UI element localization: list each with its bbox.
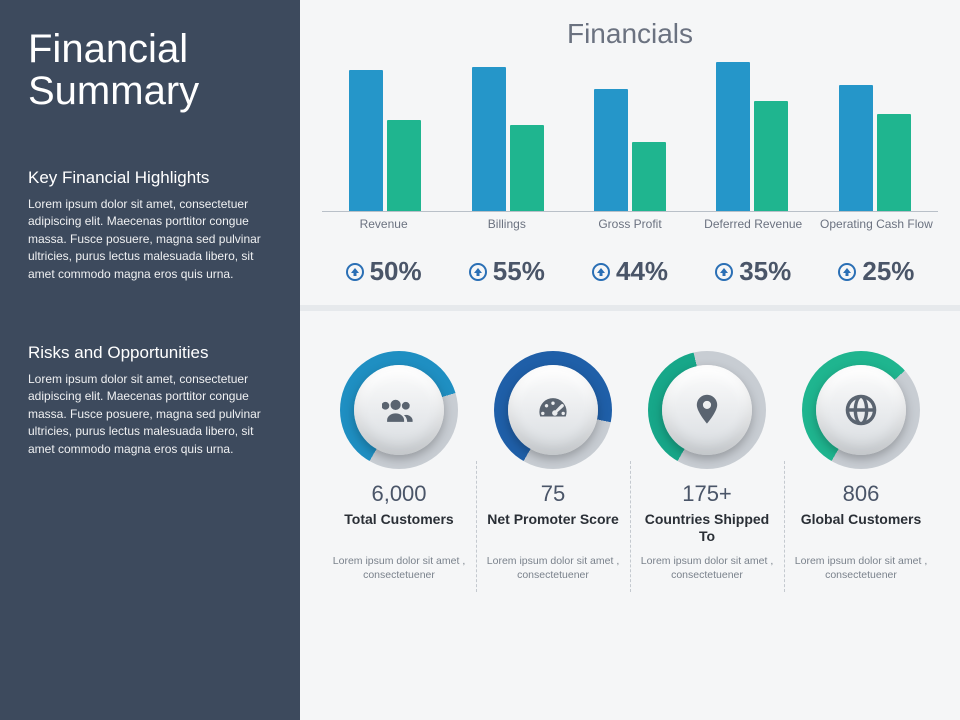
sidebar-heading: Key Financial Highlights: [28, 168, 276, 188]
gauge-inner: [816, 365, 906, 455]
gauge-cell: 806 Global Customers Lorem ipsum dolor sit…: [784, 351, 938, 582]
arrow-up-icon: [715, 263, 733, 281]
arrow-up-icon: [346, 263, 364, 281]
section-divider: [300, 305, 960, 311]
chart-value-cell: 50%: [322, 256, 445, 287]
chart-pct-label: 25%: [862, 256, 914, 287]
gauge-desc: Lorem ipsum dolor sit amet , consectetue…: [332, 555, 466, 582]
gauge-value: 75: [486, 481, 620, 507]
gauge-icon: [536, 393, 570, 427]
pin-icon: [690, 393, 724, 427]
chart-category-label: Gross Profit: [568, 218, 691, 246]
gauge-title: Total Customers: [332, 511, 466, 545]
gauge: [494, 351, 612, 469]
bar-series-a: [349, 70, 383, 211]
chart-category-label: Deferred Revenue: [692, 218, 815, 246]
chart-category-label: Billings: [445, 218, 568, 246]
chart-plot-area: [322, 54, 938, 212]
chart-value-cell: 35%: [692, 256, 815, 287]
bar-series-a: [472, 67, 506, 211]
bar-series-a: [839, 85, 873, 211]
chart-value-cell: 44%: [568, 256, 691, 287]
bar-series-b: [510, 125, 544, 211]
gauge-value: 6,000: [332, 481, 466, 507]
financials-chart: RevenueBillingsGross ProfitDeferred Reve…: [322, 54, 938, 287]
gauge-value: 806: [794, 481, 928, 507]
gauge-desc: Lorem ipsum dolor sit amet , consectetue…: [486, 555, 620, 582]
chart-value-cell: 55%: [445, 256, 568, 287]
bar-series-b: [387, 120, 421, 211]
main: Financials RevenueBillingsGross ProfitDe…: [300, 0, 960, 720]
chart-pct-label: 55%: [493, 256, 545, 287]
bar-group: [814, 54, 936, 211]
chart-pct-label: 50%: [370, 256, 422, 287]
arrow-up-icon: [592, 263, 610, 281]
gauge-inner: [508, 365, 598, 455]
bar-series-b: [877, 114, 911, 211]
bar-series-a: [716, 62, 750, 211]
gauge: [340, 351, 458, 469]
chart-category-label: Revenue: [322, 218, 445, 246]
gauge-cell: 175+ Countries Shipped To Lorem ipsum dolo…: [630, 351, 784, 582]
chart-category-label: Operating Cash Flow: [815, 218, 938, 246]
gauge-desc: Lorem ipsum dolor sit amet , consectetue…: [794, 555, 928, 582]
gauge-title: Countries Shipped To: [640, 511, 774, 545]
bar-series-b: [754, 101, 788, 211]
users-icon: [382, 393, 416, 427]
sidebar-heading: Risks and Opportunities: [28, 343, 276, 363]
chart-value-cell: 25%: [815, 256, 938, 287]
sidebar-section-highlights: Key Financial Highlights Lorem ipsum dol…: [28, 168, 276, 283]
gauges-row: 6,000 Total Customers Lorem ipsum dolor si…: [322, 351, 938, 582]
gauge: [648, 351, 766, 469]
bar-group: [569, 54, 691, 211]
sidebar-section-risks: Risks and Opportunities Lorem ipsum dolo…: [28, 343, 276, 458]
sidebar-body: Lorem ipsum dolor sit amet, consectetuer…: [28, 371, 276, 458]
arrow-up-icon: [838, 263, 856, 281]
chart-value-row: 50% 55% 44% 35% 25%: [322, 256, 938, 287]
gauge: [802, 351, 920, 469]
page: Financial Summary Key Financial Highligh…: [0, 0, 960, 720]
arrow-up-icon: [469, 263, 487, 281]
gauge-inner: [662, 365, 752, 455]
sidebar-body: Lorem ipsum dolor sit amet, consectetuer…: [28, 196, 276, 283]
bar-series-b: [632, 142, 666, 211]
page-title: Financial Summary: [28, 28, 276, 112]
bar-group: [324, 54, 446, 211]
chart-pct-label: 44%: [616, 256, 668, 287]
bar-series-a: [594, 89, 628, 211]
gauge-cell: 75 Net Promoter Score Lorem ipsum dolor si…: [476, 351, 630, 582]
gauge-cell: 6,000 Total Customers Lorem ipsum dolor si…: [322, 351, 476, 582]
gauge-value: 175+: [640, 481, 774, 507]
bar-group: [446, 54, 568, 211]
chart-title: Financials: [322, 18, 938, 50]
chart-pct-label: 35%: [739, 256, 791, 287]
gauge-title: Global Customers: [794, 511, 928, 545]
gauge-inner: [354, 365, 444, 455]
bar-group: [691, 54, 813, 211]
gauge-desc: Lorem ipsum dolor sit amet , consectetue…: [640, 555, 774, 582]
globe-icon: [844, 393, 878, 427]
sidebar: Financial Summary Key Financial Highligh…: [0, 0, 300, 720]
chart-category-row: RevenueBillingsGross ProfitDeferred Reve…: [322, 218, 938, 246]
gauge-title: Net Promoter Score: [486, 511, 620, 545]
